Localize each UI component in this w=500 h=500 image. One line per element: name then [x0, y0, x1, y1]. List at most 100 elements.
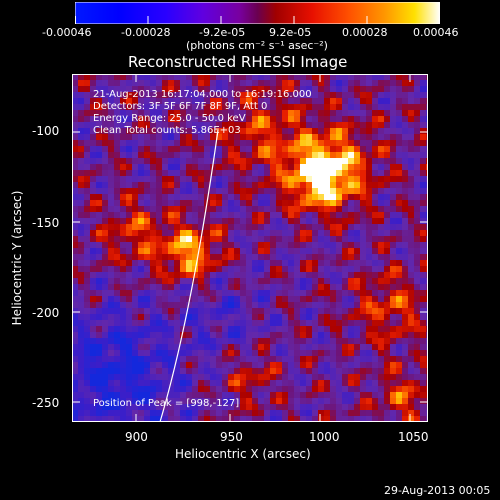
heatmap-cell: [102, 368, 108, 374]
heatmap-cell: [366, 152, 372, 158]
heatmap-cell: [288, 248, 294, 254]
heatmap-cell: [348, 98, 354, 104]
heatmap-cell: [276, 170, 282, 176]
heatmap-cell: [384, 116, 390, 122]
heatmap-cell: [198, 176, 204, 182]
heatmap-cell: [84, 116, 90, 122]
heatmap-cell: [210, 230, 216, 236]
heatmap-cell: [264, 218, 270, 224]
heatmap-cell: [384, 410, 390, 416]
heatmap-cell: [192, 296, 198, 302]
heatmap-cell: [318, 86, 324, 92]
heatmap-cell: [300, 170, 306, 176]
heatmap-cell: [390, 272, 396, 278]
heatmap-cell: [168, 356, 174, 362]
heatmap-cell: [378, 224, 384, 230]
heatmap-cell: [210, 362, 216, 368]
heatmap-cell: [96, 350, 102, 356]
heatmap-cell: [222, 284, 228, 290]
heatmap-cell: [198, 398, 204, 404]
heatmap-cell: [156, 152, 162, 158]
heatmap-cell: [126, 278, 132, 284]
heatmap-cell: [258, 398, 264, 404]
heatmap-cell: [174, 230, 180, 236]
heatmap-cell: [252, 224, 258, 230]
heatmap-cell: [162, 86, 168, 92]
heatmap-cell: [276, 362, 282, 368]
heatmap-cell: [396, 176, 402, 182]
heatmap-cell: [270, 194, 276, 200]
heatmap-cell: [300, 416, 306, 422]
heatmap-cell: [72, 164, 78, 170]
heatmap-cell: [384, 326, 390, 332]
heatmap-cell: [156, 350, 162, 356]
heatmap-cell: [186, 398, 192, 404]
heatmap-cell: [138, 128, 144, 134]
heatmap-cell: [120, 158, 126, 164]
heatmap-cell: [414, 356, 420, 362]
heatmap-cell: [150, 416, 156, 422]
heatmap-cell: [390, 212, 396, 218]
heatmap-cell: [204, 338, 210, 344]
heatmap-cell: [420, 182, 426, 188]
heatmap-cell: [84, 104, 90, 110]
heatmap-cell: [126, 206, 132, 212]
heatmap-cell: [378, 284, 384, 290]
heatmap-cell: [228, 98, 234, 104]
heatmap-cell: [84, 332, 90, 338]
heatmap-cell: [222, 410, 228, 416]
heatmap-cell: [336, 242, 342, 248]
heatmap-cell: [390, 188, 396, 194]
heatmap-cell: [312, 122, 318, 128]
heatmap-cell: [342, 176, 348, 182]
heatmap-cell: [138, 266, 144, 272]
heatmap-cell: [174, 206, 180, 212]
heatmap-cell: [288, 254, 294, 260]
heatmap-cell: [204, 116, 210, 122]
heatmap-cell: [120, 104, 126, 110]
heatmap-cell: [366, 350, 372, 356]
heatmap-cell: [252, 188, 258, 194]
heatmap-cell: [132, 122, 138, 128]
heatmap-cell: [162, 122, 168, 128]
heatmap-cell: [216, 350, 222, 356]
heatmap-cell: [72, 362, 78, 368]
heatmap-cell: [210, 260, 216, 266]
heatmap-cell: [318, 176, 324, 182]
heatmap-cell: [372, 350, 378, 356]
heatmap-cell: [120, 134, 126, 140]
heatmap-cell: [342, 284, 348, 290]
heatmap-cell: [402, 152, 408, 158]
heatmap-cell: [150, 116, 156, 122]
heatmap-cell: [162, 320, 168, 326]
heatmap-cell: [96, 302, 102, 308]
heatmap-cell: [330, 398, 336, 404]
heatmap-cell: [102, 170, 108, 176]
heatmap-cell: [348, 164, 354, 170]
heatmap-cell: [108, 194, 114, 200]
heatmap-cell: [156, 104, 162, 110]
heatmap-cell: [366, 200, 372, 206]
heatmap-cell: [270, 80, 276, 86]
heatmap-cell: [396, 128, 402, 134]
heatmap-cell: [330, 116, 336, 122]
heatmap-cell: [186, 104, 192, 110]
heatmap-cell: [354, 164, 360, 170]
heatmap-cell: [228, 200, 234, 206]
heatmap-cell: [246, 296, 252, 302]
heatmap-cell: [108, 188, 114, 194]
heatmap-cell: [372, 218, 378, 224]
heatmap-cell: [210, 116, 216, 122]
heatmap-cell: [132, 230, 138, 236]
heatmap-cell: [330, 188, 336, 194]
heatmap-cell: [336, 254, 342, 260]
heatmap-cell: [282, 176, 288, 182]
heatmap-cell: [162, 314, 168, 320]
heatmap-cell: [402, 230, 408, 236]
heatmap-cell: [138, 140, 144, 146]
heatmap-cell: [174, 218, 180, 224]
heatmap-cell: [102, 380, 108, 386]
heatmap-cell: [186, 74, 192, 80]
heatmap-cell: [414, 218, 420, 224]
heatmap-cell: [372, 80, 378, 86]
